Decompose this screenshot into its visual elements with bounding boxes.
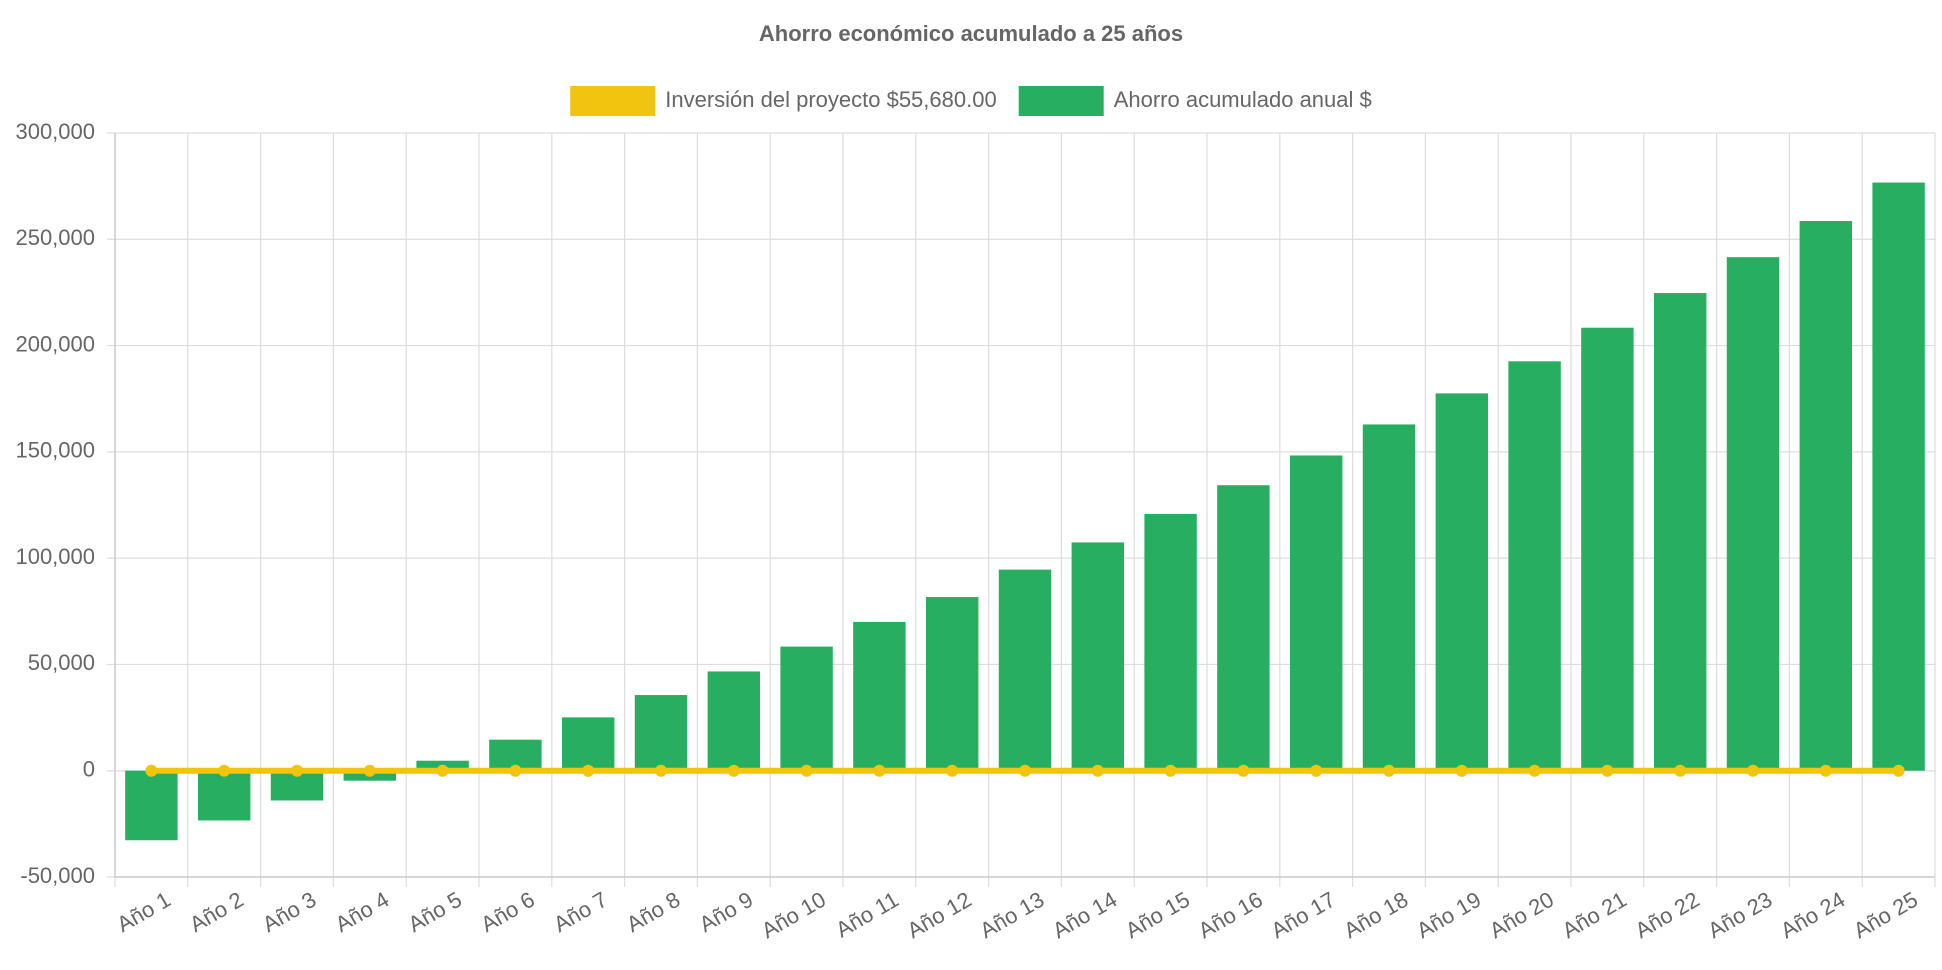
y-tick-label: 250,000: [15, 225, 95, 250]
bar: [1872, 182, 1925, 771]
line-point: [509, 764, 522, 777]
line-point: [1091, 764, 1104, 777]
x-tick-label: Año 24: [1776, 887, 1849, 944]
bar: [925, 597, 979, 771]
line-point: [655, 764, 667, 777]
x-tick-label: Año 18: [1340, 887, 1413, 944]
bar: [1435, 393, 1489, 771]
line-point: [291, 764, 303, 777]
bar: [853, 621, 906, 771]
line-point: [363, 764, 376, 777]
legend-swatch: [570, 86, 656, 116]
bar: [1289, 455, 1343, 771]
y-tick-label: 100,000: [15, 544, 95, 569]
line-point: [1747, 764, 1759, 777]
y-tick-label: 150,000: [15, 438, 95, 463]
line-point: [1383, 764, 1395, 777]
x-tick-label: Año 2: [185, 887, 247, 937]
x-tick-label: Año 23: [1704, 887, 1777, 944]
legend-label: Inversión del proyecto $55,680.00: [665, 87, 996, 112]
x-tick-label: Año 22: [1631, 887, 1704, 944]
x-tick-label: Año 15: [1121, 887, 1194, 944]
bar: [1508, 361, 1561, 771]
line-point: [436, 764, 449, 777]
bar: [1726, 257, 1780, 771]
bar: [1071, 542, 1125, 771]
line-point: [1237, 764, 1250, 777]
line-point: [800, 764, 813, 777]
bar: [998, 569, 1052, 771]
line-point: [873, 764, 886, 777]
x-tick-label: Año 9: [695, 887, 757, 937]
legend-label: Ahorro acumulado anual $: [1114, 87, 1372, 112]
x-tick-label: Año 4: [331, 887, 393, 937]
x-tick-label: Año 12: [903, 887, 976, 944]
x-tick-label: Año 7: [549, 887, 611, 937]
line-point: [1455, 764, 1468, 777]
x-tick-label: Año 20: [1485, 887, 1558, 944]
line-point: [1819, 764, 1832, 777]
y-tick-label: 300,000: [15, 119, 95, 144]
line-point: [1892, 764, 1905, 777]
line-point: [1528, 764, 1541, 777]
x-tick-label: Año 11: [831, 887, 902, 943]
y-tick-label: 50,000: [28, 650, 95, 675]
line-point: [1164, 764, 1177, 777]
x-tick-label: Año 21: [1558, 887, 1631, 944]
x-tick-label: Año 10: [757, 887, 830, 944]
bar: [780, 646, 833, 771]
y-tick-label: -50,000: [20, 863, 95, 888]
line-point: [946, 764, 959, 777]
bar: [1362, 424, 1416, 771]
y-tick-label: 200,000: [15, 331, 95, 356]
x-tick-label: Año 16: [1194, 887, 1267, 944]
chart-title: Ahorro económico acumulado a 25 años: [759, 21, 1183, 46]
bar: [1653, 293, 1707, 771]
bar: [1217, 485, 1270, 771]
line-point: [1019, 764, 1031, 777]
x-tick-label: Año 5: [404, 887, 466, 937]
line-point: [582, 764, 595, 777]
legend-swatch: [1018, 86, 1104, 116]
line-point: [1601, 764, 1614, 777]
x-tick-label: Año 1: [113, 887, 175, 937]
x-tick-label: Año 17: [1267, 887, 1340, 944]
bar: [125, 770, 178, 841]
line-point: [727, 764, 740, 777]
bar: [197, 770, 251, 821]
line-point: [145, 764, 158, 777]
x-tick-label: Año 13: [976, 887, 1049, 944]
bar: [561, 717, 615, 771]
y-tick-label: 0: [83, 757, 95, 782]
x-tick-label: Año 8: [622, 887, 684, 937]
x-tick-label: Año 3: [258, 887, 320, 937]
bar: [1144, 513, 1197, 771]
line-point: [218, 764, 231, 777]
x-tick-label: Año 25: [1849, 887, 1922, 944]
line-point: [1310, 764, 1323, 777]
bar: [1581, 327, 1634, 771]
line-point: [1674, 764, 1687, 777]
x-tick-label: Año 14: [1048, 887, 1121, 944]
bar: [707, 671, 761, 771]
bar: [634, 695, 688, 771]
bar: [1799, 221, 1853, 771]
x-tick-label: Año 6: [477, 887, 539, 937]
x-tick-label: Año 19: [1412, 887, 1485, 944]
